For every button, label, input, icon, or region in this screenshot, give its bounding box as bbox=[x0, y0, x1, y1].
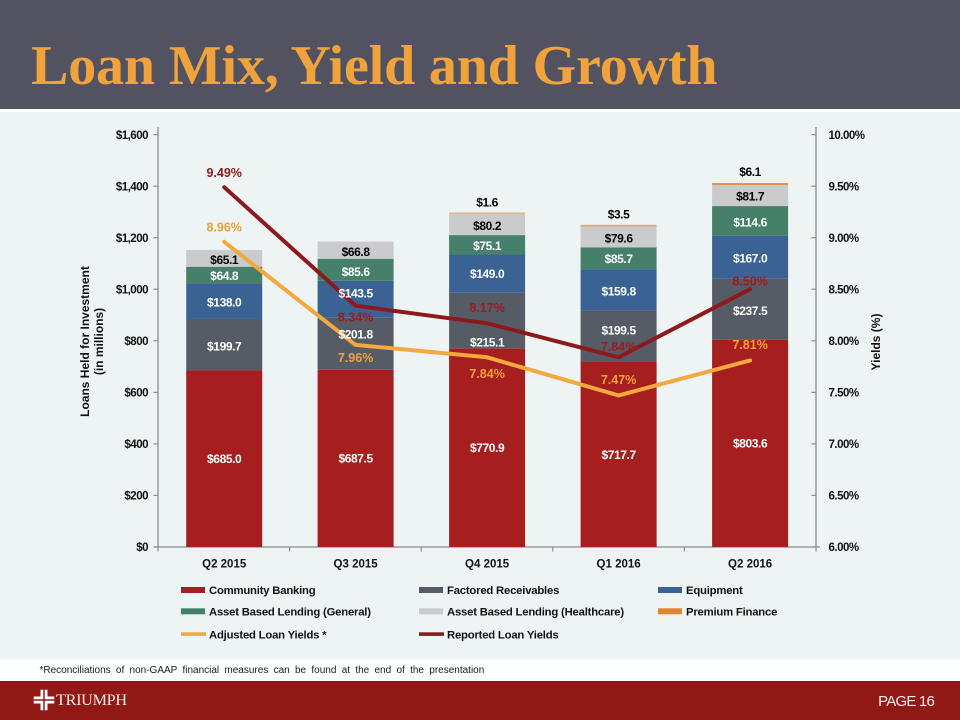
svg-text:7.96%: 7.96% bbox=[338, 351, 373, 365]
svg-text:9.50%: 9.50% bbox=[829, 181, 859, 193]
svg-text:7.84%: 7.84% bbox=[601, 340, 636, 354]
svg-text:Adjusted Loan Yields *: Adjusted Loan Yields * bbox=[209, 630, 327, 642]
svg-text:$1,600: $1,600 bbox=[116, 130, 148, 142]
svg-text:$3.5: $3.5 bbox=[608, 208, 630, 222]
svg-text:$149.0: $149.0 bbox=[470, 267, 505, 281]
svg-text:$6.1: $6.1 bbox=[739, 165, 761, 179]
svg-text:(in millions): (in millions) bbox=[92, 308, 106, 375]
svg-text:8.50%: 8.50% bbox=[732, 274, 767, 288]
svg-text:$138.0: $138.0 bbox=[207, 295, 242, 309]
svg-text:Asset Based Lending (General): Asset Based Lending (General) bbox=[209, 607, 371, 619]
svg-text:7.81%: 7.81% bbox=[732, 338, 767, 352]
svg-text:$0: $0 bbox=[136, 542, 148, 554]
svg-text:$85.7: $85.7 bbox=[605, 252, 634, 266]
svg-text:6.00%: 6.00% bbox=[829, 542, 859, 554]
svg-text:$1,000: $1,000 bbox=[116, 284, 148, 296]
svg-text:8.96%: 8.96% bbox=[206, 220, 241, 234]
svg-text:Premium Finance: Premium Finance bbox=[686, 607, 777, 619]
svg-text:Yields (%): Yields (%) bbox=[869, 314, 883, 371]
svg-text:$1,200: $1,200 bbox=[116, 233, 148, 245]
svg-text:$85.6: $85.6 bbox=[342, 265, 371, 279]
svg-text:9.00%: 9.00% bbox=[829, 233, 859, 245]
svg-text:$114.6: $114.6 bbox=[733, 215, 767, 229]
svg-text:$80.2: $80.2 bbox=[473, 219, 502, 233]
svg-text:$685.0: $685.0 bbox=[207, 452, 242, 466]
svg-text:7.00%: 7.00% bbox=[829, 439, 859, 451]
svg-text:Community Banking: Community Banking bbox=[209, 585, 316, 597]
svg-text:$200: $200 bbox=[124, 491, 148, 503]
svg-text:$717.7: $717.7 bbox=[601, 448, 636, 462]
svg-text:$600: $600 bbox=[124, 388, 148, 400]
svg-text:$237.5: $237.5 bbox=[733, 304, 768, 318]
svg-text:Q2 2015: Q2 2015 bbox=[202, 559, 247, 571]
svg-text:Q2 2016: Q2 2016 bbox=[728, 559, 772, 571]
svg-text:$1.6: $1.6 bbox=[476, 196, 498, 210]
svg-text:8.34%: 8.34% bbox=[338, 310, 373, 324]
svg-text:7.84%: 7.84% bbox=[469, 367, 504, 381]
svg-text:7.50%: 7.50% bbox=[829, 388, 859, 400]
svg-text:$64.8: $64.8 bbox=[210, 269, 239, 283]
svg-text:$400: $400 bbox=[124, 439, 148, 451]
svg-text:Q4 2015: Q4 2015 bbox=[465, 559, 510, 571]
svg-text:$79.6: $79.6 bbox=[605, 231, 634, 245]
svg-text:$143.5: $143.5 bbox=[338, 286, 373, 300]
svg-text:$687.5: $687.5 bbox=[338, 452, 373, 466]
svg-text:Asset Based Lending (Healthcar: Asset Based Lending (Healthcare) bbox=[447, 607, 624, 619]
svg-text:$803.6: $803.6 bbox=[733, 437, 768, 451]
svg-text:$199.7: $199.7 bbox=[207, 339, 242, 353]
svg-text:$199.5: $199.5 bbox=[601, 323, 636, 337]
svg-text:Equipment: Equipment bbox=[686, 585, 743, 597]
svg-text:$167.0: $167.0 bbox=[733, 251, 768, 265]
svg-text:9.49%: 9.49% bbox=[206, 166, 241, 180]
svg-text:$65.1: $65.1 bbox=[210, 253, 239, 267]
svg-text:$215.1: $215.1 bbox=[470, 335, 505, 349]
svg-text:Q1 2016: Q1 2016 bbox=[597, 559, 641, 571]
svg-text:$770.9: $770.9 bbox=[470, 441, 505, 455]
svg-text:Loans Held for Investment: Loans Held for Investment bbox=[78, 266, 92, 417]
svg-text:10.00%: 10.00% bbox=[829, 130, 865, 142]
svg-text:8.50%: 8.50% bbox=[829, 284, 859, 296]
svg-text:8.00%: 8.00% bbox=[829, 336, 859, 348]
svg-text:8.17%: 8.17% bbox=[469, 301, 504, 315]
svg-text:6.50%: 6.50% bbox=[829, 491, 859, 503]
svg-text:Q3 2015: Q3 2015 bbox=[334, 559, 379, 571]
svg-text:$66.8: $66.8 bbox=[342, 245, 371, 259]
svg-text:$159.8: $159.8 bbox=[601, 284, 636, 298]
svg-text:$75.1: $75.1 bbox=[473, 239, 502, 253]
svg-text:Reported Loan Yields: Reported Loan Yields bbox=[447, 630, 559, 642]
svg-text:$1,400: $1,400 bbox=[116, 181, 148, 193]
svg-text:$800: $800 bbox=[124, 336, 148, 348]
svg-text:$201.8: $201.8 bbox=[338, 327, 373, 341]
svg-text:Factored Receivables: Factored Receivables bbox=[447, 585, 559, 597]
svg-text:7.47%: 7.47% bbox=[601, 373, 636, 387]
svg-text:$81.7: $81.7 bbox=[736, 189, 765, 203]
